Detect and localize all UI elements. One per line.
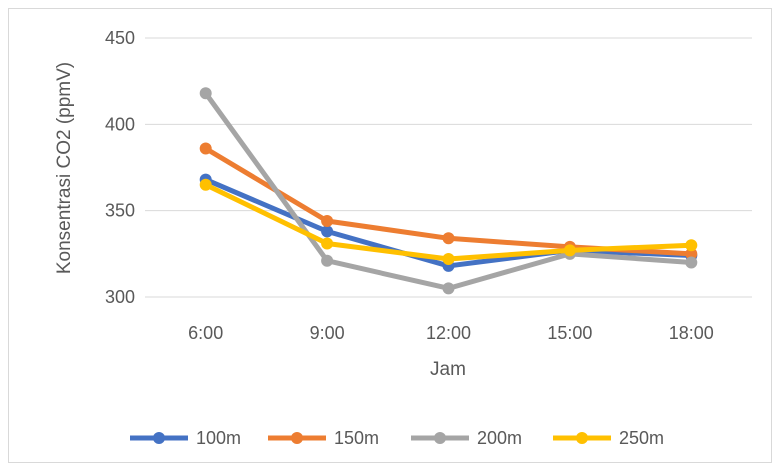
- data-point: [563, 244, 576, 257]
- data-point: [685, 247, 698, 260]
- legend-swatch-marker: [153, 432, 165, 444]
- gridlines: [145, 37, 752, 298]
- y-tick-label: 300: [105, 287, 135, 307]
- data-point: [685, 239, 698, 252]
- data-point: [321, 254, 334, 267]
- x-tick-labels: 6:00 9:00 12:00 15:00 18:00: [188, 323, 714, 343]
- y-tick-label: 450: [105, 28, 135, 48]
- legend-item: 150m: [268, 428, 379, 448]
- legend-label: 200m: [477, 428, 522, 448]
- x-tick-label: 9:00: [310, 323, 345, 343]
- legend-item: 200m: [411, 428, 522, 448]
- data-point: [199, 142, 212, 155]
- y-tick-labels: 300 350 400 450: [105, 28, 135, 307]
- data-point: [321, 225, 334, 238]
- data-point: [685, 256, 698, 269]
- data-point: [199, 87, 212, 100]
- x-tick-label: 6:00: [188, 323, 223, 343]
- series-150m: [199, 142, 698, 260]
- data-point: [442, 282, 455, 295]
- legend-item: 100m: [130, 428, 241, 448]
- data-point: [321, 215, 334, 228]
- x-axis-title: Jam: [430, 359, 466, 380]
- series-250m: [199, 178, 698, 266]
- x-tick-label: 15:00: [547, 323, 592, 343]
- data-point: [199, 178, 212, 191]
- y-tick-label: 400: [105, 114, 135, 134]
- data-point: [321, 237, 334, 250]
- series-group: [199, 87, 698, 295]
- chart-frame: [8, 8, 772, 463]
- x-tick-label: 18:00: [669, 323, 714, 343]
- legend: 100m 150m 200m 250m: [130, 428, 664, 448]
- legend-label: 150m: [334, 428, 379, 448]
- legend-label: 100m: [196, 428, 241, 448]
- data-point: [442, 232, 455, 245]
- x-tick-label: 12:00: [426, 323, 471, 343]
- data-point: [442, 253, 455, 266]
- legend-item: 250m: [553, 428, 664, 448]
- legend-label: 250m: [619, 428, 664, 448]
- y-axis-title: Konsentrasi CO2 (ppmV): [54, 62, 75, 274]
- y-tick-label: 350: [105, 201, 135, 221]
- legend-swatch-marker: [434, 432, 446, 444]
- legend-swatch-marker: [576, 432, 588, 444]
- legend-swatch-marker: [291, 432, 303, 444]
